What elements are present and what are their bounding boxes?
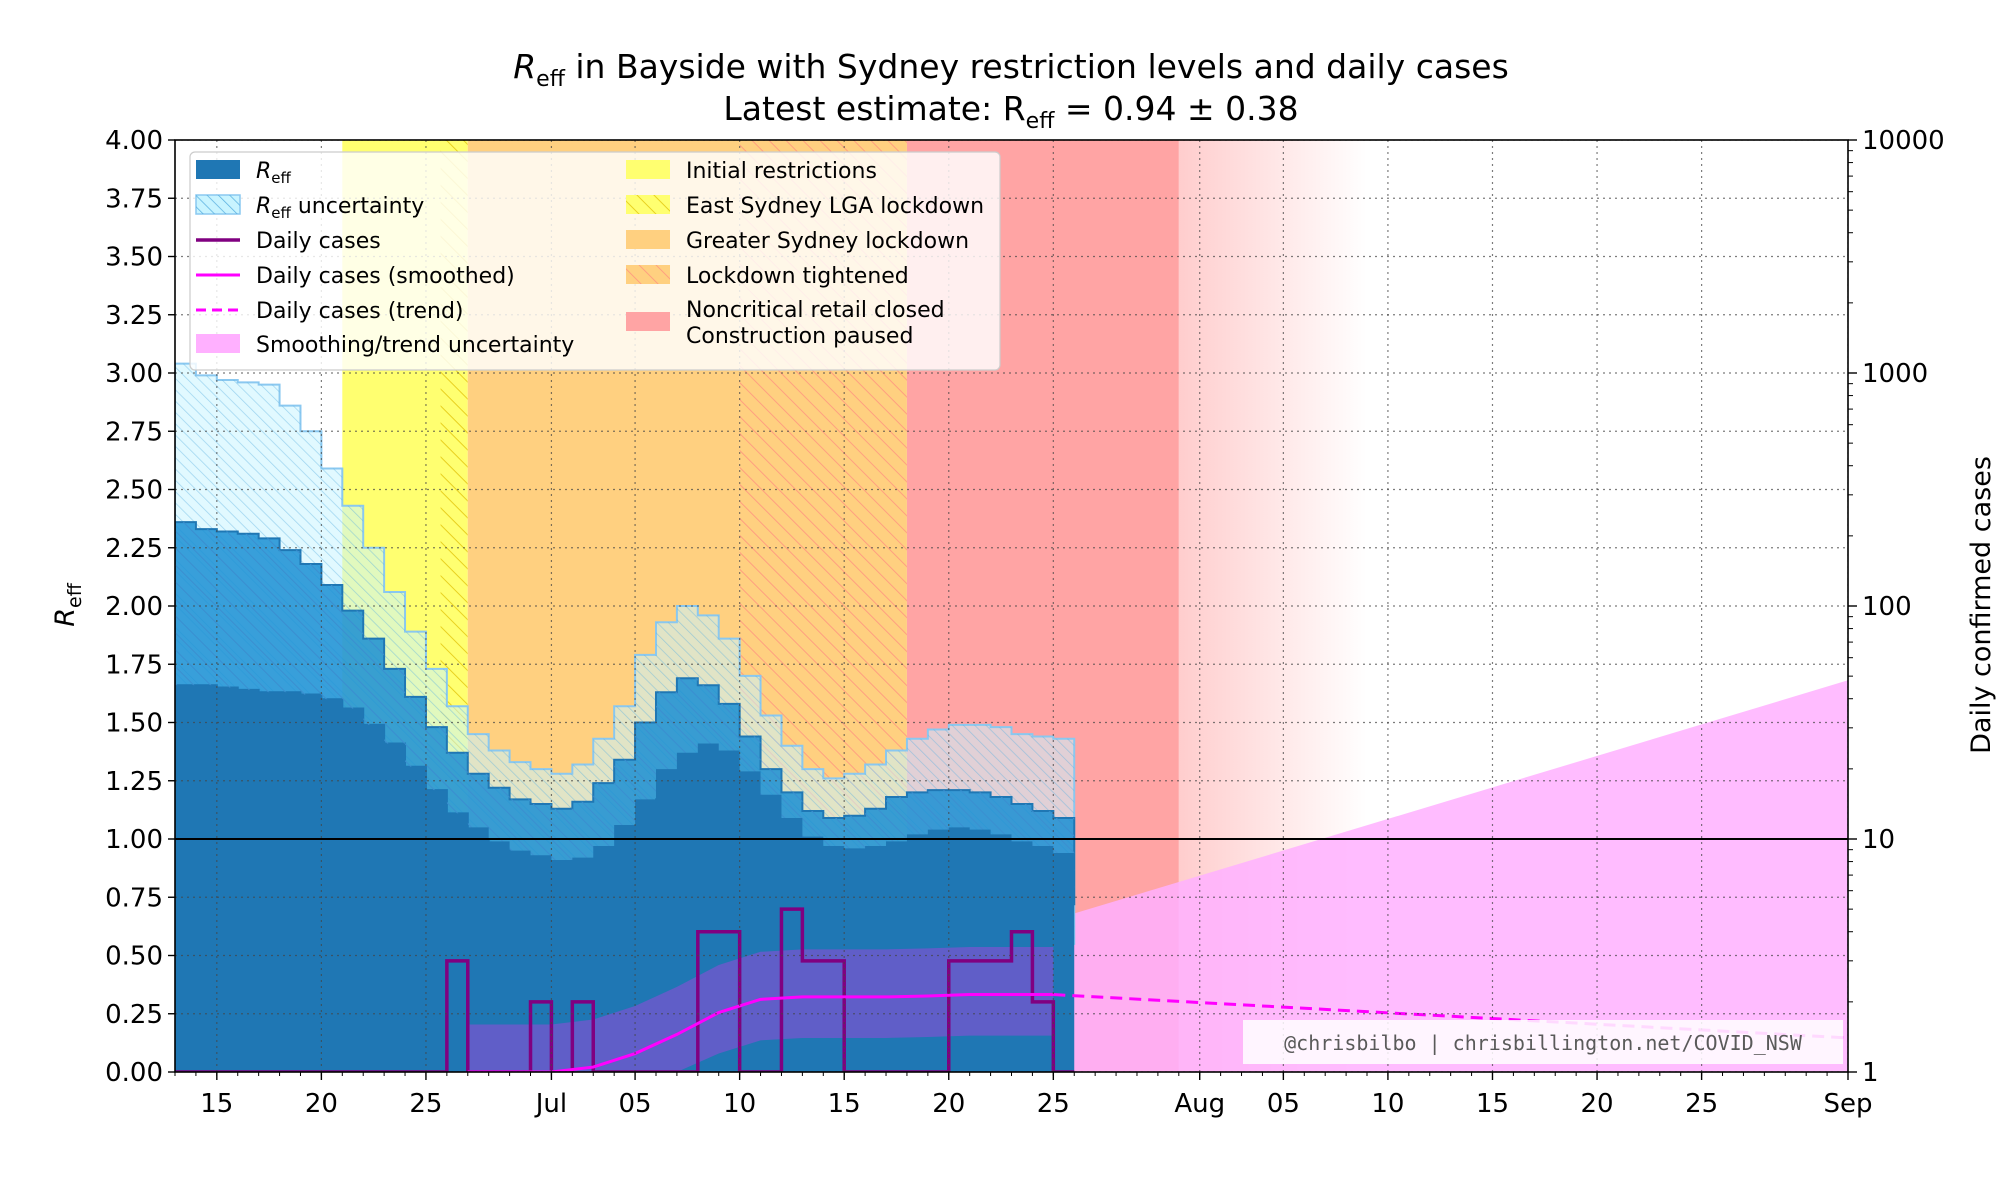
legend-label-trend_unc: Smoothing/trend uncertainty xyxy=(256,333,574,358)
legend-swatch-reff xyxy=(196,160,240,179)
y-tick-label-left-9: 2.25 xyxy=(105,534,163,564)
legend-swatch-initial xyxy=(626,160,670,179)
legend-label-tightened-0: Lockdown tightened xyxy=(686,264,909,289)
y-tick-label-left-2: 0.50 xyxy=(105,942,163,972)
x-tick-label-7: 20 xyxy=(932,1089,965,1119)
x-tick-label-9: Aug xyxy=(1174,1089,1225,1119)
x-tick-label-4: 05 xyxy=(619,1089,652,1119)
y-axis-label-right: Daily confirmed cases xyxy=(1966,456,1997,754)
x-tick-label-0: 15 xyxy=(200,1089,233,1119)
legend-swatch-greater xyxy=(626,230,670,249)
legend-label-reff: Reff xyxy=(256,159,292,187)
x-tick-label-12: 15 xyxy=(1476,1089,1509,1119)
x-tick-label-15: Sep xyxy=(1823,1089,1872,1119)
y-tick-label-left-4: 1.00 xyxy=(105,825,163,855)
x-tick-label-2: 25 xyxy=(409,1089,442,1119)
y-tick-label-right-3: 1000 xyxy=(1862,359,1928,389)
trend-uncertainty-band xyxy=(1053,680,1848,1072)
y-tick-label-left-0: 0.00 xyxy=(105,1058,163,1088)
y-tick-label-left-6: 1.50 xyxy=(105,709,163,739)
legend: Reff Reff uncertainty Daily cases Daily cas… xyxy=(189,151,1001,371)
legend-label-greater-0: Greater Sydney lockdown xyxy=(686,229,969,254)
x-tick-label-1: 20 xyxy=(305,1089,338,1119)
legend-label-daily: Daily cases xyxy=(256,229,381,254)
legend-label-smoothed: Daily cases (smoothed) xyxy=(256,264,515,289)
y-tick-label-left-3: 0.75 xyxy=(105,883,163,913)
y-axis-label-left: Reff xyxy=(50,582,86,626)
x-tick-label-14: 25 xyxy=(1685,1089,1718,1119)
y-tick-label-left-10: 2.50 xyxy=(105,476,163,506)
y-tick-label-right-2: 100 xyxy=(1862,592,1912,622)
smoothing-uncertainty-band xyxy=(467,946,1054,1072)
y-tick-label-right-0: 1 xyxy=(1862,1058,1879,1088)
legend-label-retail-1: Construction paused xyxy=(686,324,913,349)
chart-title-line2: Latest estimate: Reff = 0.94 ± 0.38 xyxy=(723,89,1298,134)
legend-box xyxy=(189,151,1001,371)
legend-label-east-0: East Sydney LGA lockdown xyxy=(686,194,984,219)
y-tick-label-left-8: 2.00 xyxy=(105,592,163,622)
legend-label-trend: Daily cases (trend) xyxy=(256,299,464,324)
y-tick-label-left-1: 0.25 xyxy=(105,1000,163,1030)
y-tick-label-left-7: 1.75 xyxy=(105,650,163,680)
reff-area xyxy=(175,685,1075,1072)
x-tick-label-5: 10 xyxy=(723,1089,756,1119)
y-tick-label-right-4: 10000 xyxy=(1862,126,1945,156)
x-tick-label-6: 15 xyxy=(828,1089,861,1119)
legend-swatch-trend-uncertainty xyxy=(196,334,240,353)
legend-swatch-retail xyxy=(626,312,670,331)
y-tick-label-right-1: 10 xyxy=(1862,825,1895,855)
x-tick-label-10: 05 xyxy=(1267,1089,1300,1119)
y-tick-label-left-12: 3.00 xyxy=(105,359,163,389)
y-tick-label-left-14: 3.50 xyxy=(105,243,163,273)
y-tick-label-left-16: 4.00 xyxy=(105,126,163,156)
y-tick-label-left-13: 3.25 xyxy=(105,301,163,331)
x-tick-label-11: 10 xyxy=(1371,1089,1404,1119)
legend-label-retail-0: Noncritical retail closed xyxy=(686,298,945,323)
y-tick-label-left-11: 2.75 xyxy=(105,417,163,447)
x-tick-label-8: 25 xyxy=(1037,1089,1070,1119)
smoothed-cases-line xyxy=(467,993,1054,1072)
y-tick-label-left-5: 1.25 xyxy=(105,767,163,797)
watermark-box xyxy=(1243,1020,1843,1064)
legend-swatch-hatch-tightened xyxy=(626,265,670,284)
legend-swatch-reff-uncertainty-hatch xyxy=(196,195,240,214)
chart-title-line1: Reff in Bayside with Sydney restriction … xyxy=(513,47,1509,92)
axes: 0.00 0.25 0.50 0.75 1.00 1.25 1.50 1.75 2.00 2.25… xyxy=(105,126,1945,1119)
watermark: @chrisbilbo | chrisbillington.net/COVID_… xyxy=(1284,1031,1803,1055)
reff-uncertainty-outer-hatch xyxy=(175,363,1075,944)
x-tick-label-13: 20 xyxy=(1581,1089,1614,1119)
y-tick-label-left-15: 3.75 xyxy=(105,184,163,214)
x-tick-label-3: Jul xyxy=(534,1089,567,1119)
legend-swatch-hatch-east xyxy=(626,195,670,214)
legend-label-reff_unc: Reff uncertainty xyxy=(256,194,424,222)
legend-label-initial-0: Initial restrictions xyxy=(686,159,877,184)
